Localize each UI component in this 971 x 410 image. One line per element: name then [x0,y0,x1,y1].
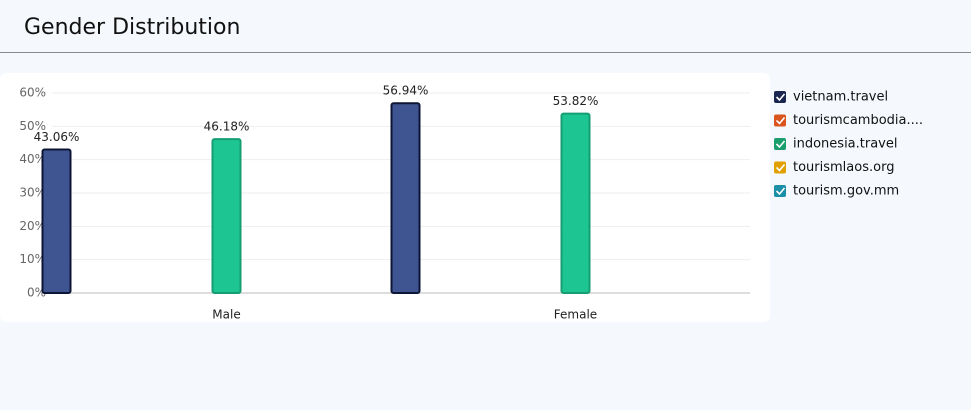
y-tick-label: 30% [19,186,46,200]
bar [211,138,242,294]
value-label: 46.18% [204,120,250,134]
x-tick-label: Female [554,308,597,322]
y-tick-label: 50% [19,119,46,133]
legend-label: indonesia.travel [793,137,898,152]
x-tick-label: Male [212,308,240,322]
legend-swatch [774,114,786,127]
legend-swatch [774,138,786,150]
legend-check [775,140,786,149]
bar [390,102,421,294]
legend-check [775,187,786,196]
legend-check [775,163,786,172]
y-tick-label: 20% [19,219,46,233]
legend-check [775,93,786,102]
bar [41,148,72,294]
legend-label: tourismlaos.org [793,160,894,175]
y-tick-label: 60% [19,86,46,100]
legend-check [775,116,786,125]
legend-swatch [774,91,786,103]
header: Gender Distribution [0,0,971,53]
chart-panel [0,73,770,322]
legend-label: tourism.gov.mm [793,184,899,199]
bar [560,112,591,294]
y-tick-label: 10% [19,252,46,266]
legend-swatch [774,161,786,174]
y-tick-label: 0% [27,286,46,300]
y-tick-label: 40% [19,152,46,166]
legend-swatch [774,185,786,197]
legend-label: vietnam.travel [793,90,888,105]
page-title: Gender Distribution [24,15,241,40]
value-label: 56.94% [383,84,429,98]
legend-label: tourismcambodia.... [793,113,923,128]
value-label: 43.06% [34,130,80,144]
value-label: 53.82% [553,94,599,108]
